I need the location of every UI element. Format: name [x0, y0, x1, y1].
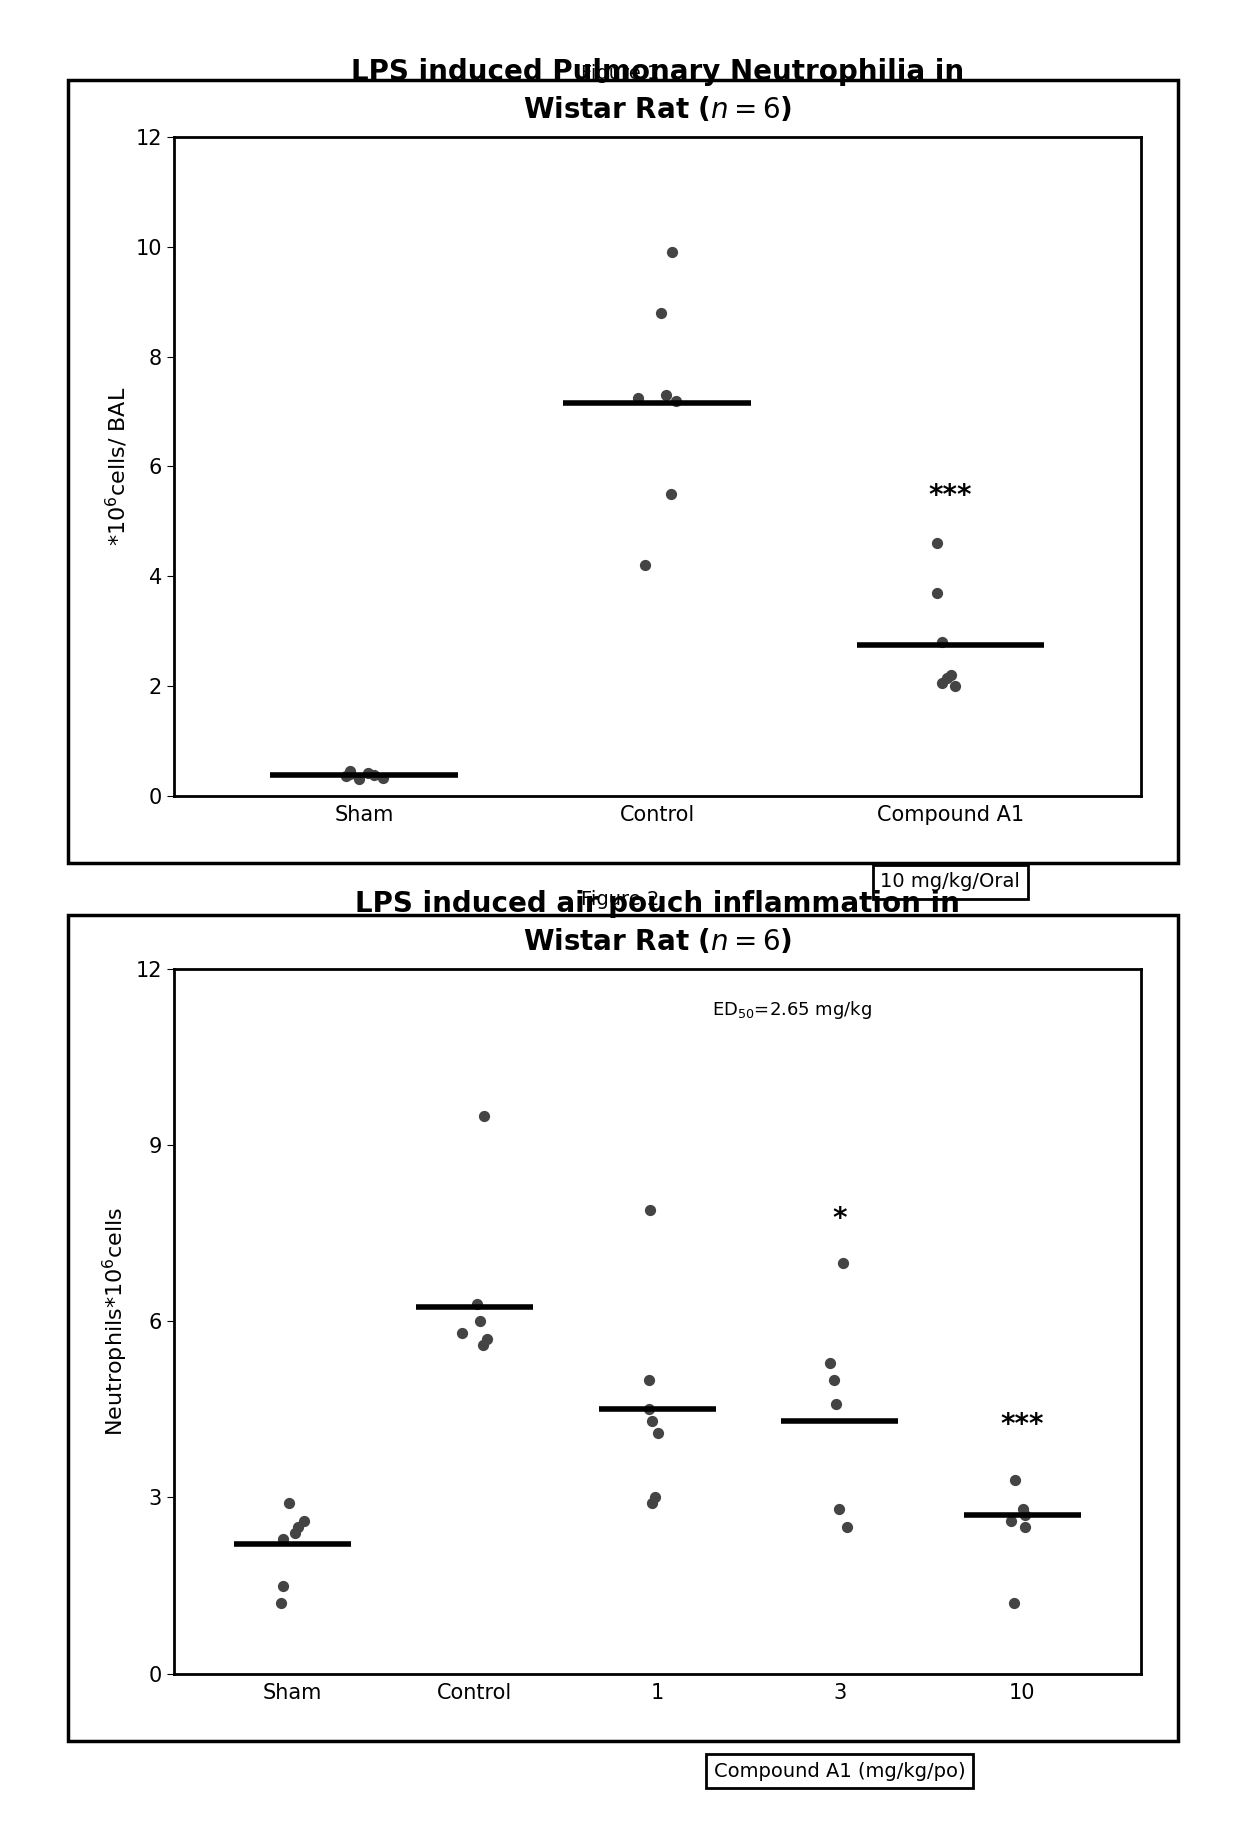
Text: ED$_{50}$=2.65 mg/kg: ED$_{50}$=2.65 mg/kg [712, 999, 872, 1021]
Text: Figure 1: Figure 1 [580, 64, 660, 82]
Point [661, 479, 681, 508]
Point [1001, 1507, 1021, 1536]
Y-axis label: *10$^6$cells/ BAL: *10$^6$cells/ BAL [103, 386, 130, 547]
Point [662, 238, 682, 267]
Point [272, 1588, 291, 1619]
Point [667, 386, 687, 415]
Point [642, 1489, 662, 1518]
Point [1004, 1465, 1024, 1494]
Point [640, 1196, 660, 1225]
Title: LPS induced Pulmonary Neutrophilia in
Wistar Rat ($\it{n=6}$): LPS induced Pulmonary Neutrophilia in Wi… [351, 57, 963, 124]
Point [477, 1324, 497, 1353]
Point [821, 1348, 841, 1377]
Point [470, 1306, 490, 1335]
Text: Figure 2: Figure 2 [580, 891, 660, 909]
Text: ***: *** [929, 483, 972, 510]
Text: Compound A1 (mg/kg/po): Compound A1 (mg/kg/po) [714, 1761, 966, 1781]
Point [928, 529, 947, 558]
Point [348, 765, 368, 794]
Point [363, 761, 383, 790]
Point [285, 1518, 305, 1547]
Point [627, 384, 647, 413]
Point [358, 757, 378, 786]
Point [274, 1571, 294, 1600]
Y-axis label: Neutrophils*10$^6$cells: Neutrophils*10$^6$cells [100, 1207, 130, 1436]
Point [453, 1319, 472, 1348]
Point [931, 669, 951, 699]
Point [1016, 1513, 1035, 1542]
Point [373, 763, 393, 792]
Point [340, 759, 360, 788]
Point [642, 1407, 662, 1436]
Point [646, 1483, 666, 1513]
Point [336, 761, 356, 790]
Point [1014, 1500, 1034, 1529]
Point [928, 578, 947, 607]
Point [837, 1513, 857, 1542]
Point [649, 1417, 668, 1447]
Point [340, 757, 360, 786]
Point [937, 664, 957, 693]
Point [639, 1396, 658, 1425]
Text: 10 mg/kg/Oral: 10 mg/kg/Oral [880, 872, 1021, 891]
Point [656, 380, 676, 410]
Point [651, 298, 671, 327]
Point [279, 1489, 299, 1518]
Point [941, 660, 961, 690]
Point [945, 671, 965, 701]
Text: *: * [832, 1205, 847, 1233]
Point [828, 1494, 848, 1524]
Point [825, 1366, 844, 1396]
Point [832, 1247, 852, 1277]
Point [474, 1101, 494, 1130]
Point [474, 1330, 494, 1359]
Point [294, 1507, 314, 1536]
Point [826, 1388, 846, 1417]
Point [932, 627, 952, 657]
Point [1013, 1494, 1033, 1524]
Text: ***: *** [1001, 1410, 1044, 1439]
Point [635, 551, 655, 580]
Point [639, 1366, 658, 1396]
Point [274, 1524, 294, 1553]
Point [1004, 1588, 1024, 1619]
Point [288, 1513, 308, 1542]
Title: LPS induced air pouch inflammation in
Wistar Rat ($\it{n=6}$): LPS induced air pouch inflammation in Wi… [355, 889, 960, 957]
Point [467, 1289, 487, 1319]
